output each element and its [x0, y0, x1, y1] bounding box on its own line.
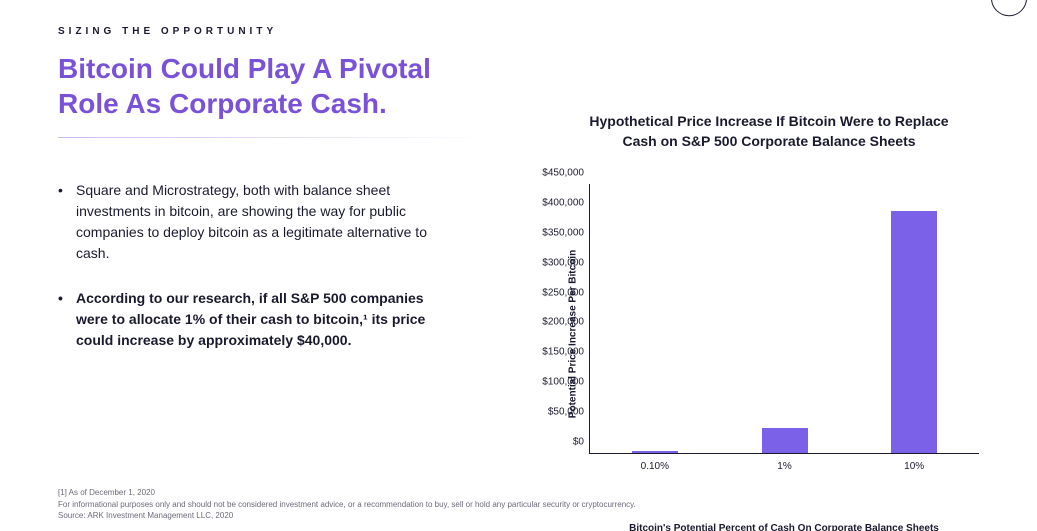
chart-plot-area: $0$50,000$100,000$150,000$200,000$250,00… — [589, 184, 979, 454]
chart-bar — [891, 211, 937, 453]
y-axis-label: Potential Price Increase Per Bitcoin — [568, 250, 579, 418]
slide: SIZING THE OPPORTUNITY Bitcoin Could Pla… — [0, 0, 1037, 531]
headline-line1: Bitcoin Could Play A Pivotal — [58, 51, 431, 86]
bar-chart: Potential Price Increase Per Bitcoin $0$… — [519, 184, 979, 484]
footnotes: [1] As of December 1, 2020For informatio… — [58, 487, 636, 521]
y-tick-label: $350,000 — [520, 227, 584, 238]
columns: Square and Microstrategy, both with bala… — [58, 180, 979, 484]
x-tick-label: 10% — [904, 461, 924, 472]
kicker: SIZING THE OPPORTUNITY — [58, 26, 979, 37]
footnote-line: [1] As of December 1, 2020 — [58, 487, 636, 498]
headline-block: Bitcoin Could Play A Pivotal Role As Cor… — [58, 51, 431, 137]
x-axis-label: Bitcoin's Potential Percent of Cash On C… — [589, 523, 979, 531]
left-column: Square and Microstrategy, both with bala… — [58, 180, 439, 484]
y-tick-label: $300,000 — [520, 257, 584, 268]
y-tick-label: $400,000 — [520, 197, 584, 208]
y-tick-label: $200,000 — [520, 317, 584, 328]
footnote-line: For informational purposes only and shou… — [58, 499, 636, 510]
y-tick-label: $250,000 — [520, 287, 584, 298]
right-column: Hypothetical Price Increase If Bitcoin W… — [479, 180, 979, 484]
headline-rule — [58, 137, 488, 138]
x-tick-label: 0.10% — [641, 461, 669, 472]
chart-title-line2: Cash on S&P 500 Corporate Balance Sheets — [559, 132, 979, 152]
decor-circle-icon — [991, 0, 1027, 16]
x-tick-label: 1% — [777, 461, 791, 472]
y-tick-label: $100,000 — [520, 377, 584, 388]
headline-line2: Role As Corporate Cash. — [58, 86, 431, 121]
chart-bar — [762, 428, 808, 453]
chart-bar — [632, 451, 678, 453]
y-tick-label: $50,000 — [520, 407, 584, 418]
y-tick-label: $450,000 — [520, 168, 584, 179]
chart-title: Hypothetical Price Increase If Bitcoin W… — [559, 112, 979, 151]
y-tick-label: $150,000 — [520, 347, 584, 358]
chart-title-line1: Hypothetical Price Increase If Bitcoin W… — [559, 112, 979, 132]
bullet-item: According to our research, if all S&P 50… — [58, 288, 439, 351]
bullet-item: Square and Microstrategy, both with bala… — [58, 180, 439, 264]
footnote-line: Source: ARK Investment Management LLC, 2… — [58, 510, 636, 521]
bullet-list: Square and Microstrategy, both with bala… — [58, 180, 439, 351]
y-tick-label: $0 — [520, 437, 584, 448]
